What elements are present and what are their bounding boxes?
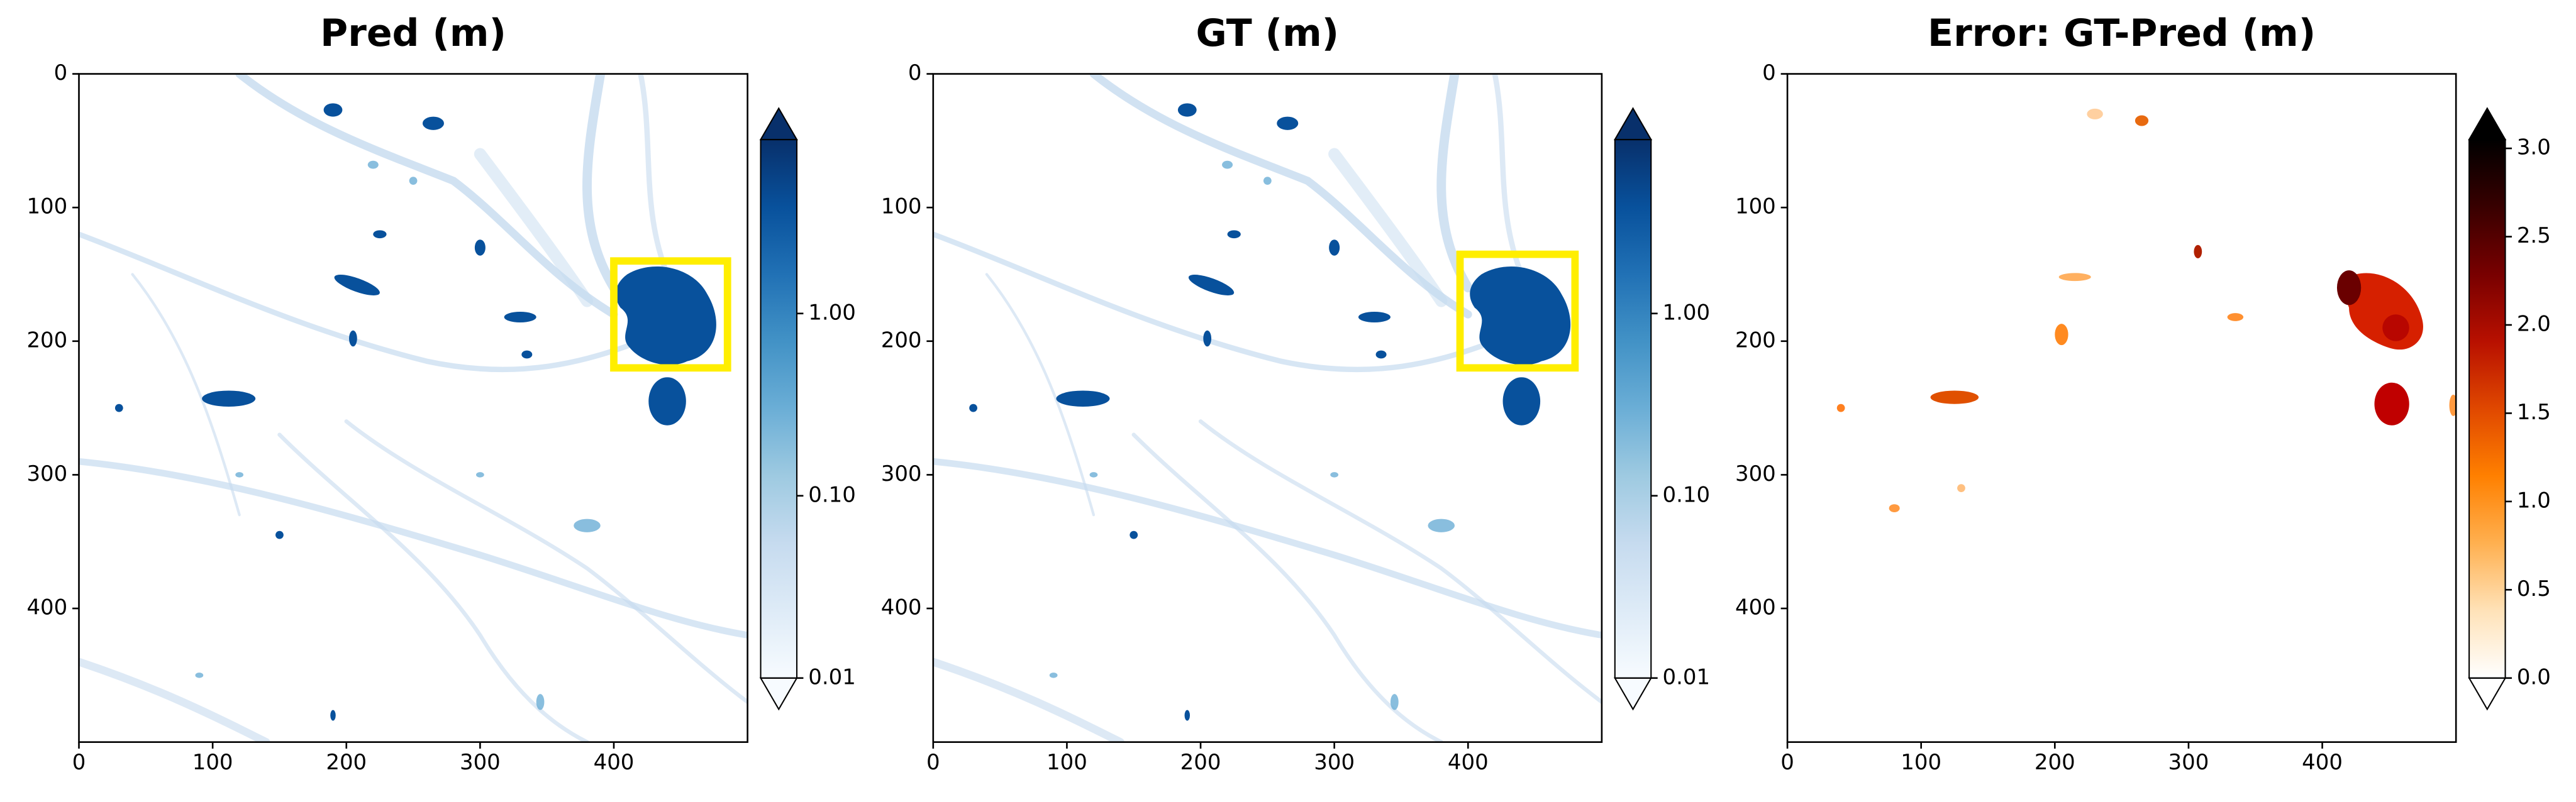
colorbar-extend-min [1613,677,1653,711]
colorbar-frame [1614,138,1652,679]
y-tick-label: 200 [26,327,67,353]
x-tick-label: 0 [72,750,86,775]
colorbar-tick-label: 1.0 [2517,488,2551,513]
x-tick-label: 400 [1448,750,1489,775]
image-layer [1787,74,2457,742]
colorbar [2469,140,2506,678]
colorbar-tick-label: 1.00 [808,300,856,325]
y-tick-label: 200 [1735,327,1776,353]
colorbar-extend-min [2468,677,2507,711]
colorbar-tick-label: 2.5 [2517,223,2551,248]
x-tick-label: 200 [1180,750,1221,775]
colorbar-tick-label: 3.0 [2517,135,2551,160]
image-bg [1787,74,2457,742]
colorbar [1614,140,1652,678]
chart-title: Pred (m) [320,11,506,55]
y-tick-label: 0 [54,60,68,85]
x-tick-label: 100 [192,750,233,775]
y-tick-label: 100 [881,194,922,219]
axes-frame [932,73,1603,743]
axes-frame [1786,73,2457,743]
image-bg [79,74,748,742]
image-layer [933,74,1602,742]
x-tick-label: 300 [2168,750,2209,775]
colorbar-tick-label: 0.01 [1663,664,1711,689]
x-tick-label: 200 [2035,750,2075,775]
colorbar-tick-label: 1.5 [2517,400,2551,425]
x-tick-label: 100 [1046,750,1087,775]
highlight-box [610,257,731,372]
chart-title: GT (m) [1196,11,1340,55]
colorbar-tick-label: 0.10 [808,482,856,507]
colorbar-extend-min [759,677,798,711]
colorbar-tick-label: 0.10 [1663,482,1711,507]
colorbar-tick-label: 0.01 [808,664,856,689]
y-tick-label: 0 [908,60,922,85]
colorbar [760,140,797,678]
image-layer [79,74,748,742]
x-tick-label: 0 [1780,750,1794,775]
colorbar-tick-label: 2.0 [2517,311,2551,336]
image-bg [933,74,1602,742]
highlight-box [1456,250,1579,372]
colorbar-tick-label: 0.5 [2517,576,2551,602]
colorbar-frame [760,138,798,679]
y-tick-label: 100 [26,194,67,219]
x-tick-label: 300 [1314,750,1355,775]
colorbar-extend-max [759,107,798,141]
y-tick-label: 300 [881,461,922,486]
y-tick-label: 300 [1735,461,1776,486]
y-tick-label: 200 [881,327,922,353]
x-tick-label: 200 [326,750,367,775]
colorbar-frame [2468,138,2506,679]
colorbar-tick-label: 1.00 [1663,300,1711,325]
chart-title: Error: GT-Pred (m) [1928,11,2316,55]
y-tick-label: 300 [26,461,67,486]
x-tick-label: 400 [2302,750,2343,775]
y-tick-label: 0 [1762,60,1776,85]
y-tick-label: 400 [1735,595,1776,620]
axes-frame [78,73,748,743]
x-tick-label: 100 [1901,750,1941,775]
colorbar-extend-max [2468,107,2507,141]
y-tick-label: 400 [26,595,67,620]
x-tick-label: 0 [926,750,940,775]
y-tick-label: 100 [1735,194,1776,219]
y-tick-label: 400 [881,595,922,620]
colorbar-extend-max [1613,107,1653,141]
colorbar-tick-label: 0.0 [2517,664,2551,689]
x-tick-label: 400 [594,750,635,775]
x-tick-label: 300 [460,750,501,775]
